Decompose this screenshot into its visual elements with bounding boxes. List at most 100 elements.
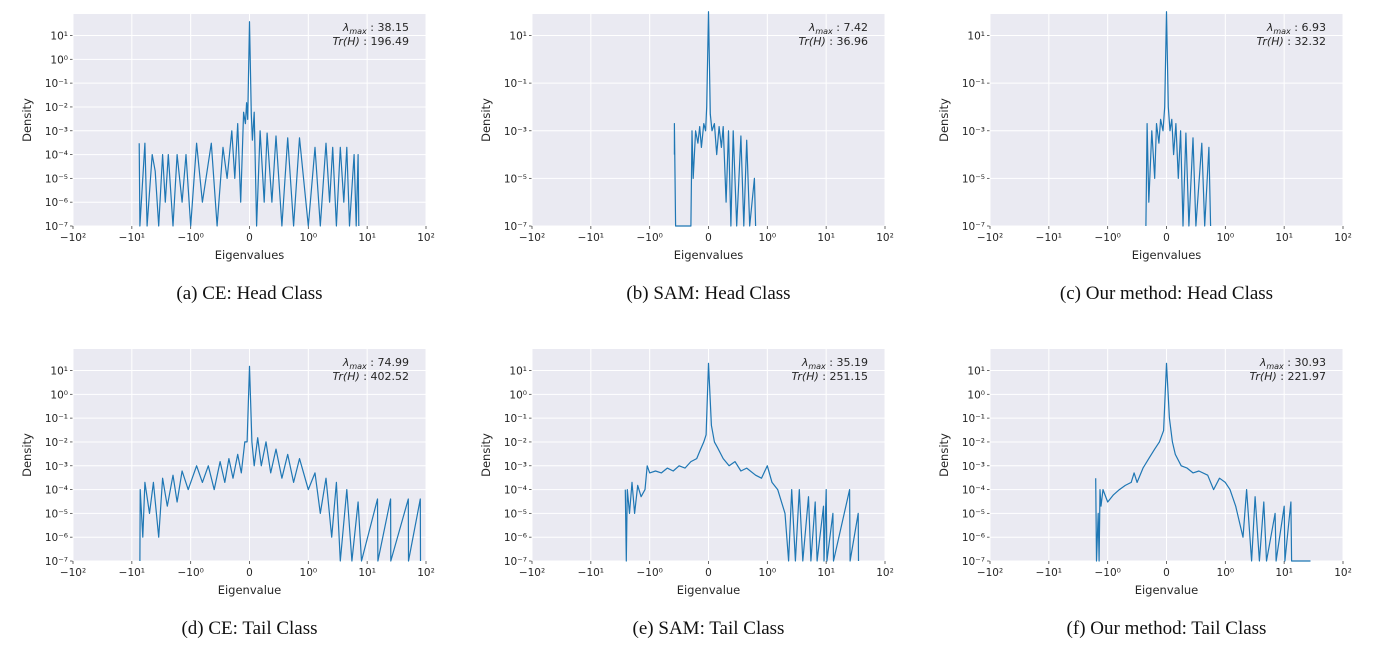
y-axis-label: Density xyxy=(937,98,951,142)
y-axis-label: Density xyxy=(937,433,951,477)
x-tick-label: 10¹ xyxy=(1275,232,1293,244)
trace-label: Tr(H) xyxy=(1250,370,1277,383)
x-tick-label: 0 xyxy=(705,567,712,579)
x-tick-label: 10² xyxy=(876,567,894,579)
subplot-caption: (b) SAM: Head Class xyxy=(626,283,790,304)
trace-value: 402.52 xyxy=(371,370,410,383)
x-tick-label: 0 xyxy=(1163,232,1170,244)
y-tick-label: 10⁻¹ xyxy=(962,413,985,425)
x-tick-label: 0 xyxy=(246,232,253,244)
lambda-max-value: 74.99 xyxy=(378,356,410,369)
y-tick-label: 10⁻¹ xyxy=(45,78,68,90)
x-tick-label: 0 xyxy=(705,232,712,244)
y-tick-label: 10⁻⁴ xyxy=(962,485,985,497)
y-tick-label: 10⁻² xyxy=(504,437,527,449)
x-tick-label: 10⁰ xyxy=(759,232,777,244)
y-tick-label: 10⁻⁶ xyxy=(45,532,68,544)
x-tick-label: 0 xyxy=(246,567,253,579)
trace-text: Tr(H) : 251.15 xyxy=(792,370,868,383)
y-tick-label: 10⁻³ xyxy=(504,461,527,473)
subplot-2: 10⁻⁷ 10⁻⁵ 10⁻³ 10⁻¹ 10¹ −10² −10¹ −10⁰ 0 10⁰ 10¹ 10… xyxy=(479,11,894,304)
y-tick-label: 10⁻³ xyxy=(504,126,527,138)
density-line xyxy=(1145,11,1212,227)
lambda-max-value: 38.15 xyxy=(378,21,410,34)
x-tick-label: −10¹ xyxy=(1036,232,1062,244)
density-line xyxy=(624,362,860,562)
x-tick-label: 10¹ xyxy=(358,232,376,244)
x-tick-label: −10¹ xyxy=(578,232,604,244)
y-axis-label: Density xyxy=(20,98,34,142)
lambda-max-value: 7.42 xyxy=(844,21,869,34)
x-tick-label: −10⁰ xyxy=(636,232,662,244)
y-tick-label: 10¹ xyxy=(50,31,68,43)
x-axis-label: Eigenvalue xyxy=(1135,583,1199,597)
x-tick-label: −10² xyxy=(977,567,1003,579)
trace-value: 196.49 xyxy=(371,35,410,48)
subplot-caption: (a) CE: Head Class xyxy=(176,283,322,304)
lambda-subscript: max xyxy=(808,362,826,371)
lambda-symbol: λ xyxy=(342,21,350,34)
lambda-max-text: λmax : 6.93 xyxy=(1266,21,1326,36)
y-tick-label: 10⁻⁶ xyxy=(962,532,985,544)
x-tick-label: 10² xyxy=(1334,232,1352,244)
x-tick-label: −10² xyxy=(519,567,545,579)
subplot-caption: (c) Our method: Head Class xyxy=(1060,283,1273,304)
x-tick-label: 0 xyxy=(1163,567,1170,579)
subplot-caption: (d) CE: Tail Class xyxy=(181,618,317,639)
x-tick-label: 10¹ xyxy=(817,567,835,579)
lambda-subscript: max xyxy=(815,27,833,36)
x-axis-label: Eigenvalue xyxy=(218,583,282,597)
colon: : xyxy=(819,370,830,383)
x-tick-label: −10⁰ xyxy=(636,567,662,579)
trace-label: Tr(H) xyxy=(333,35,360,48)
lambda-subscript: max xyxy=(1273,27,1291,36)
y-tick-label: 10⁻¹ xyxy=(504,413,527,425)
y-tick-label: 10⁰ xyxy=(509,389,527,401)
y-tick-label: 10⁻³ xyxy=(45,461,68,473)
x-tick-label: 10² xyxy=(417,567,435,579)
y-tick-label: 10⁻⁵ xyxy=(504,508,527,520)
x-tick-label: 10⁰ xyxy=(1217,567,1235,579)
trace-label: Tr(H) xyxy=(799,35,826,48)
trace-value: 32.32 xyxy=(1295,35,1327,48)
y-tick-label: 10⁻⁵ xyxy=(962,508,985,520)
x-tick-label: −10¹ xyxy=(1036,567,1062,579)
density-line xyxy=(1095,362,1311,562)
x-axis-label: Eigenvalues xyxy=(674,248,744,262)
y-tick-label: 10⁻⁵ xyxy=(962,173,985,185)
lambda-symbol: λ xyxy=(342,356,350,369)
y-tick-label: 10⁻³ xyxy=(962,461,985,473)
lambda-symbol: λ xyxy=(801,356,809,369)
x-tick-label: 10² xyxy=(876,232,894,244)
y-axis-label: Density xyxy=(20,433,34,477)
x-tick-label: −10¹ xyxy=(578,567,604,579)
y-tick-label: 10⁻⁴ xyxy=(45,485,68,497)
y-tick-label: 10⁻² xyxy=(45,102,68,114)
trace-label: Tr(H) xyxy=(333,370,360,383)
x-tick-label: 10⁰ xyxy=(300,567,318,579)
lambda-max-value: 35.19 xyxy=(837,356,869,369)
colon: : xyxy=(1277,370,1288,383)
x-axis-label: Eigenvalues xyxy=(1132,248,1202,262)
x-tick-label: −10² xyxy=(519,232,545,244)
lambda-max-value: 30.93 xyxy=(1295,356,1327,369)
x-tick-label: −10¹ xyxy=(119,232,145,244)
y-tick-label: 10¹ xyxy=(509,366,527,378)
y-tick-label: 10⁻⁷ xyxy=(45,556,68,568)
trace-value: 251.15 xyxy=(830,370,869,383)
lambda-subscript: max xyxy=(349,362,367,371)
x-tick-label: −10⁰ xyxy=(1094,567,1120,579)
colon: : xyxy=(833,21,844,34)
x-tick-label: −10² xyxy=(60,567,86,579)
trace-label: Tr(H) xyxy=(1257,35,1284,48)
lambda-max-text: λmax : 35.19 xyxy=(801,356,868,371)
y-tick-label: 10⁻⁴ xyxy=(45,150,68,162)
lambda-max-value: 6.93 xyxy=(1302,21,1327,34)
lambda-symbol: λ xyxy=(1266,21,1274,34)
y-tick-label: 10⁻⁶ xyxy=(45,197,68,209)
